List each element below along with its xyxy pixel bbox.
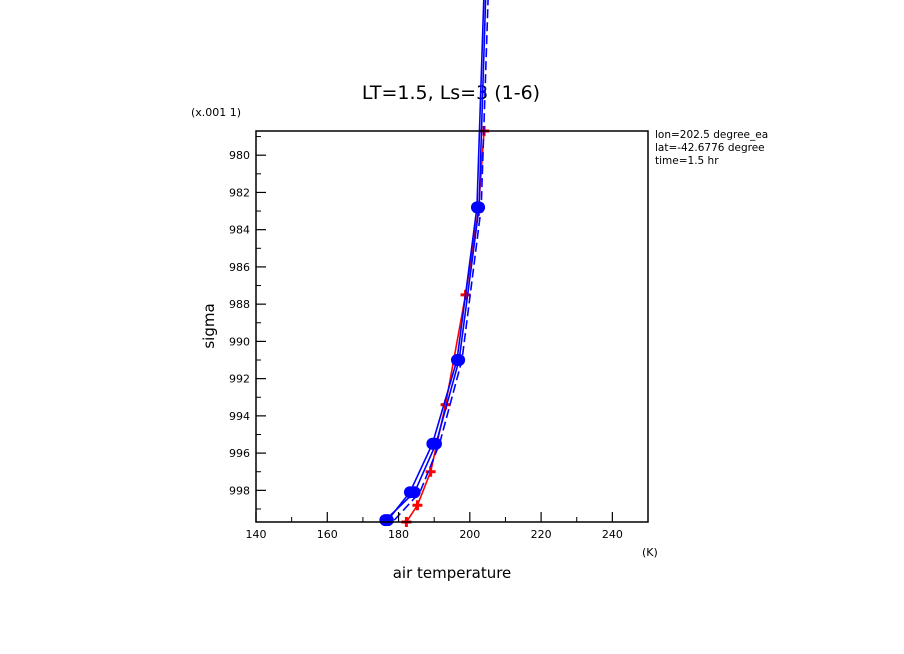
- y-tick-label: 986: [229, 261, 250, 274]
- y-tick-label: 984: [229, 224, 250, 237]
- y-tick-label: 982: [229, 186, 250, 199]
- x-axis-label: air temperature: [393, 564, 512, 582]
- data-point: [425, 466, 436, 477]
- data-point: [379, 514, 392, 527]
- series-layer: [379, 0, 490, 527]
- annotation-lon: lon=202.5 degree_ea: [655, 129, 768, 141]
- x-tick-label: 160: [317, 528, 338, 541]
- annotation-mask: [780, 128, 820, 170]
- y-axis-label: sigma: [200, 303, 218, 348]
- x-tick-label: 200: [459, 528, 480, 541]
- x-tick-label: 220: [531, 528, 552, 541]
- series-line: [384, 0, 487, 521]
- x-tick-label: 180: [388, 528, 409, 541]
- y-tick-label: 998: [229, 484, 250, 497]
- series-3: [379, 0, 487, 527]
- y-tick-label: 994: [229, 410, 250, 423]
- y-tick-label: 988: [229, 298, 250, 311]
- data-point: [473, 201, 486, 214]
- annotation-time: time=1.5 hr: [655, 155, 719, 167]
- data-point: [453, 354, 466, 367]
- chart-title: LT=1.5, Ls=3 (1-6): [362, 82, 540, 104]
- series-line: [405, 130, 485, 523]
- y-tick-label: 990: [229, 335, 250, 348]
- series-line: [393, 0, 489, 521]
- axes-layer: 140 160 180 200 220 240 980 982 984 986 988 990 992 9…: [229, 136, 623, 541]
- y-tick-label: 980: [229, 149, 250, 162]
- plot-frame: [255, 130, 649, 523]
- series-1: [401, 126, 490, 527]
- x-unit-label: (K): [642, 546, 658, 559]
- y-tick-label: 992: [229, 373, 250, 386]
- y-unit-label: (x.001 1): [191, 106, 241, 119]
- series-4: [393, 0, 489, 521]
- annotation-lat: lat=-42.6776 degree: [655, 142, 765, 154]
- data-point: [429, 437, 442, 450]
- x-tick-label: 240: [602, 528, 623, 541]
- x-tick-label: 140: [246, 528, 267, 541]
- data-point: [412, 500, 423, 511]
- data-point: [408, 486, 421, 499]
- y-tick-label: 996: [229, 447, 250, 460]
